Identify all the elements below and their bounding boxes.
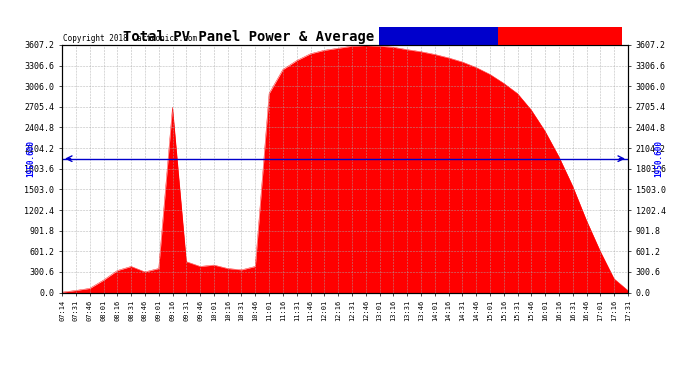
Text: Average  (DC Watts): Average (DC Watts) xyxy=(395,32,482,40)
Text: 1950.600: 1950.600 xyxy=(26,140,35,177)
FancyBboxPatch shape xyxy=(497,27,622,45)
Title: Total PV Panel Power & Average Power Fri Feb 16 17:32: Total PV Panel Power & Average Power Fri… xyxy=(123,30,567,44)
Text: PV Panels  (DC Watts): PV Panels (DC Watts) xyxy=(511,32,609,40)
Text: 1950.600: 1950.600 xyxy=(655,140,664,177)
FancyBboxPatch shape xyxy=(379,27,497,45)
Text: Copyright 2018 Cartronics.com: Copyright 2018 Cartronics.com xyxy=(63,33,197,42)
